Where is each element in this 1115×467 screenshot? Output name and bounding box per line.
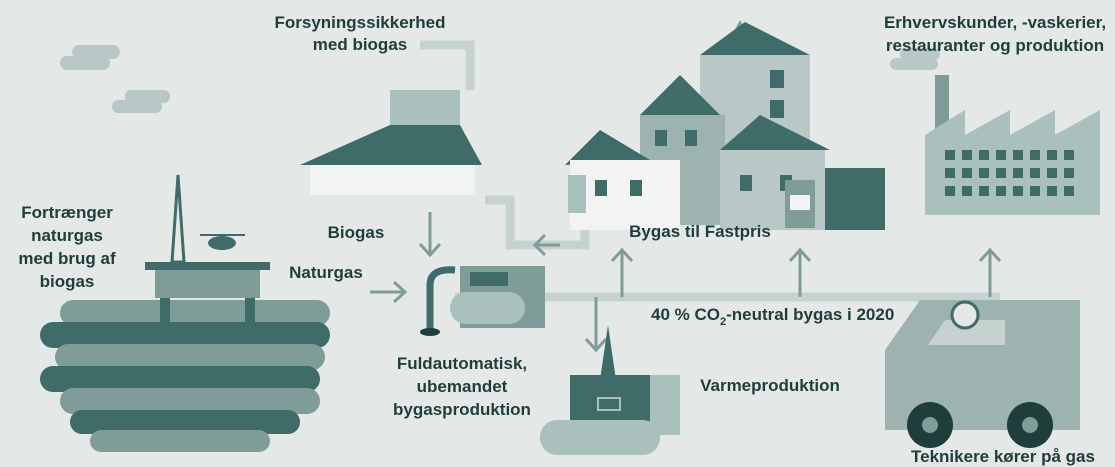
label-line: med biogas bbox=[313, 35, 407, 54]
label: Naturgas bbox=[289, 263, 363, 282]
label-line: Fortrænger bbox=[21, 203, 113, 222]
label-line: naturgas bbox=[31, 226, 103, 245]
label-line: restauranter og produktion bbox=[886, 36, 1104, 55]
label-line: med brug af bbox=[18, 249, 116, 268]
label: Teknikere kører på gas bbox=[911, 447, 1095, 466]
label: Bygas til Fastpris bbox=[629, 222, 771, 241]
label: Varmeproduktion bbox=[700, 376, 840, 395]
van bbox=[885, 300, 1080, 448]
label-line: ubemandet bbox=[417, 377, 508, 396]
label-line: biogas bbox=[40, 272, 95, 291]
label-part: -neutral bygas i 2020 bbox=[726, 305, 894, 324]
label-line: Erhvervskunder, -vaskerier, bbox=[884, 13, 1106, 32]
label-line: bygasproduktion bbox=[393, 400, 531, 419]
label: Biogas bbox=[328, 223, 385, 242]
label-part: 40 % CO bbox=[651, 305, 720, 324]
infographic: Forsyningssikkerhed med biogas Erhvervsku… bbox=[0, 0, 1115, 467]
label-line: Forsyningssikkerhed bbox=[274, 13, 445, 32]
label-line: Fuldautomatisk, bbox=[397, 354, 527, 373]
